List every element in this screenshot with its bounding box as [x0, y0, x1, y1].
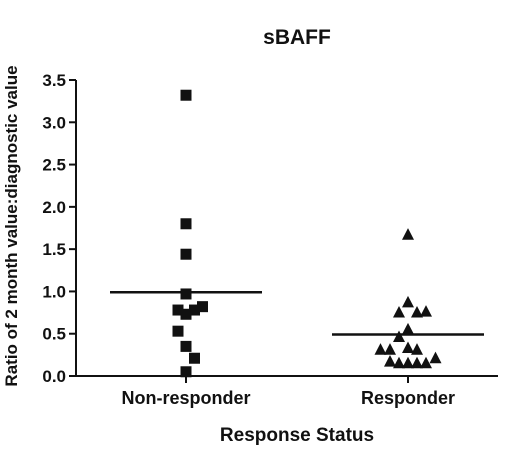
y-axis-label: Ratio of 2 month value:diagnostic value [2, 65, 21, 386]
triangle-marker [420, 356, 432, 369]
square-marker [180, 366, 192, 378]
axes [75, 80, 498, 377]
median-lines [110, 291, 484, 336]
x-tick-label: Non-responder [121, 388, 250, 408]
triangle-marker [402, 356, 414, 369]
square-marker [180, 218, 192, 230]
triangle-marker [411, 305, 423, 318]
y-tick-label: 3.0 [42, 113, 66, 132]
y-tick-label: 0.5 [42, 325, 66, 344]
triangle-marker [402, 322, 414, 335]
x-tick-label: Responder [361, 388, 455, 408]
triangle-marker [384, 343, 396, 355]
square-marker [180, 288, 192, 300]
square-marker [180, 340, 192, 352]
y-tick-label: 2.5 [42, 156, 66, 175]
triangle-marker [393, 356, 405, 369]
y-tick-label: 1.0 [42, 282, 66, 301]
triangle-marker [384, 355, 396, 367]
triangle-marker [393, 305, 405, 318]
square-marker [197, 301, 208, 313]
triangle-marker [429, 351, 442, 364]
y-tick-label: 1.5 [42, 240, 66, 259]
chart-title: sBAFF [263, 26, 331, 49]
square-marker [180, 89, 192, 101]
triangle-marker [411, 343, 423, 355]
square-marker [189, 352, 200, 364]
square-marker [189, 304, 200, 316]
y-tick-label: 2.0 [42, 198, 66, 217]
y-tick-label: 3.5 [42, 71, 66, 90]
triangle-marker [393, 330, 405, 343]
x-axis-label: Response Status [220, 425, 374, 446]
square-marker [180, 248, 192, 260]
triangle-marker [402, 341, 414, 354]
triangle-marker [420, 305, 432, 317]
y-tick-label: 0.0 [42, 367, 66, 386]
triangle-marker [374, 343, 387, 355]
square-marker [172, 325, 184, 337]
triangle-marker [402, 295, 414, 308]
data-points [172, 89, 442, 378]
triangle-marker [411, 356, 423, 369]
square-marker [172, 304, 184, 316]
triangle-marker [402, 228, 414, 240]
x-ticks: Non-responder Responder [121, 376, 455, 408]
y-ticks: 0.0 0.5 1.0 1.5 2.0 2.5 3.0 3.5 [42, 71, 76, 386]
square-marker [180, 308, 192, 320]
